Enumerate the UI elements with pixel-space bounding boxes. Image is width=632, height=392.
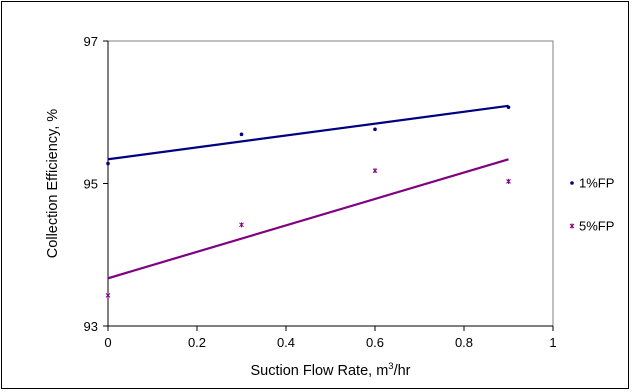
trendline-5%FP (107, 158, 509, 280)
legend-marker (569, 223, 575, 229)
y-tick-label: 97 (84, 34, 98, 49)
axes (103, 40, 554, 331)
data-point (506, 105, 511, 110)
data-point (506, 178, 511, 184)
data-point (106, 161, 110, 166)
x-axis-title: Suction Flow Rate, m3/hr (250, 361, 410, 379)
tick-labels: 0 0.2 0.4 0.6 0.8 1 93 95 97 (84, 34, 557, 350)
x-tick-label: 0.2 (188, 335, 206, 350)
data-point (373, 127, 377, 132)
data-points (105, 105, 511, 298)
y-tick-label: 95 (84, 177, 98, 192)
legend: 1%FP 5%FP (569, 176, 614, 234)
trendlines (107, 104, 509, 280)
trendline-1%FP (107, 104, 509, 161)
x-axis-title-superscript: 3 (388, 361, 393, 372)
legend-marker (570, 181, 574, 185)
x-tick-label: 0 (104, 335, 111, 350)
data-point (239, 222, 244, 228)
legend-label: 5%FP (579, 219, 614, 234)
x-tick-label: 0.4 (277, 335, 295, 350)
legend-item: 5%FP (569, 219, 614, 234)
x-axis-title-tail: /hr (394, 363, 411, 379)
data-point (105, 292, 111, 298)
x-tick-label: 0.6 (366, 335, 384, 350)
x-tick-label: 1 (549, 335, 556, 350)
y-tick-label: 93 (84, 319, 98, 334)
y-axis-title: Collection Efficiency, % (45, 109, 61, 258)
data-point (239, 132, 244, 137)
legend-label: 1%FP (579, 176, 614, 191)
legend-item: 1%FP (570, 176, 614, 191)
data-point (372, 168, 378, 174)
plot-area (107, 40, 554, 327)
x-axis-title-main: Suction Flow Rate, m (250, 363, 388, 379)
x-tick-label: 0.8 (455, 335, 473, 350)
